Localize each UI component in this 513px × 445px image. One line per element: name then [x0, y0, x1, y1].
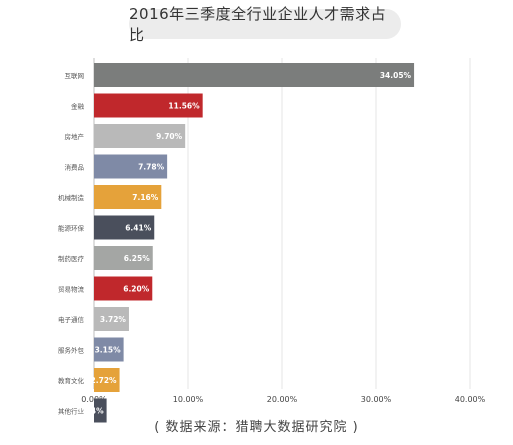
- bar: [94, 337, 124, 362]
- x-tick-label: 40.00%: [455, 395, 486, 404]
- data-source-note: ( 数据来源：猎聘大数据研究院 ): [154, 420, 359, 435]
- value-label: 9.70%: [156, 132, 183, 141]
- bar: [94, 93, 203, 118]
- bar: [94, 215, 155, 240]
- category-label: 互联网: [65, 71, 85, 80]
- category-label: 机械制造: [58, 193, 85, 202]
- value-label: 6.25%: [124, 254, 151, 263]
- bar: [94, 63, 415, 87]
- category-label: 电子通信: [58, 315, 85, 324]
- category-label: 其他行业: [58, 407, 85, 416]
- category-label: 贸易物流: [58, 285, 85, 294]
- bar: [94, 124, 186, 148]
- category-label: 能源环保: [58, 224, 85, 233]
- value-label: 34.05%: [380, 71, 412, 80]
- x-tick-label: 10.00%: [173, 395, 204, 404]
- value-label: 3.15%: [95, 346, 122, 355]
- bar: [94, 398, 107, 423]
- value-label: 2.72%: [91, 376, 118, 385]
- x-tick-label: 20.00%: [267, 395, 298, 404]
- category-label: 金融: [71, 102, 85, 111]
- category-label: 制药医疗: [58, 254, 85, 263]
- value-label: 7.16%: [132, 193, 159, 202]
- bar: [94, 246, 153, 270]
- chart-title: 2016年三季度全行业企业人才需求占比: [129, 5, 401, 44]
- bar: [94, 368, 120, 392]
- value-label: 6.41%: [125, 224, 152, 233]
- value-label: 6.20%: [123, 285, 150, 294]
- value-label: 7.78%: [138, 163, 165, 172]
- value-label: 11.56%: [168, 102, 200, 111]
- bar: [94, 154, 168, 179]
- category-label: 教育文化: [58, 376, 85, 385]
- value-label: 3.72%: [100, 315, 127, 324]
- category-label: 房地产: [65, 132, 85, 141]
- bar: [94, 276, 153, 301]
- x-tick-label: 30.00%: [361, 395, 392, 404]
- bar: [94, 307, 129, 331]
- category-label: 服务外包: [58, 346, 85, 355]
- value-label: 1.34%: [78, 407, 105, 416]
- bar: [94, 185, 162, 209]
- category-label: 消费品: [65, 163, 85, 172]
